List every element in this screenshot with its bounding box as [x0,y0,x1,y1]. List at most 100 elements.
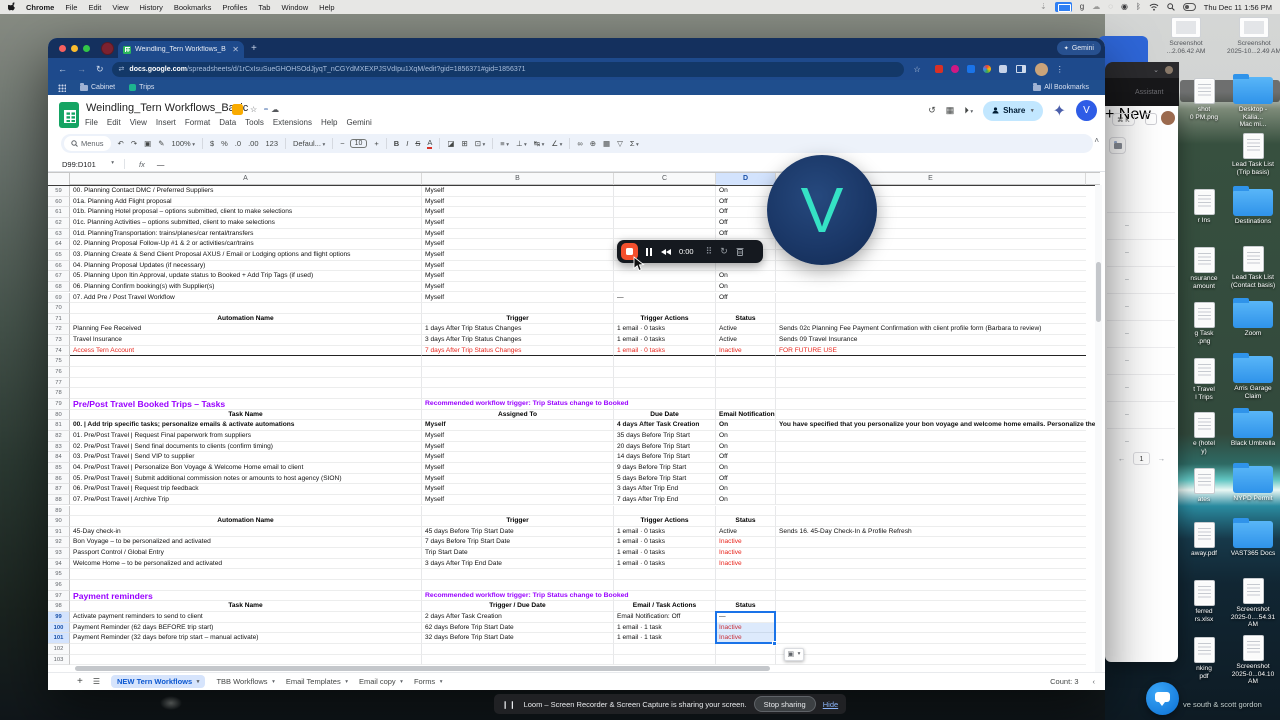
row-header-68[interactable]: 68 [48,281,70,293]
desktop-file-icon[interactable]: nking pdf [1181,637,1227,680]
cell-D97[interactable] [716,590,776,602]
sheets-menu-insert[interactable]: Insert [155,118,176,127]
cell-D87[interactable]: On [716,484,776,495]
cell-D76[interactable] [716,367,776,378]
cell-E102[interactable] [776,644,1086,655]
sheets-menu-edit[interactable]: Edit [106,118,121,127]
menubar-item-history[interactable]: History [139,2,163,12]
cell-C86[interactable]: 5 days Before Trip Start [614,473,716,485]
bookmark-cabinet[interactable]: Cabinet [80,83,115,91]
rewind-icon[interactable] [661,248,671,255]
desktop-file-icon[interactable]: shot 0 PM.png [1181,78,1227,121]
tern-list-row[interactable]: – [1107,266,1175,292]
cell-A69[interactable]: 07. Add Pre / Post Travel Workflow [70,292,422,304]
cell-B80[interactable]: Assigned To [422,409,614,421]
cell-E69[interactable] [776,293,1086,304]
cell-D78[interactable] [716,388,776,399]
cell-C99[interactable]: Email Notification: Off [614,612,716,623]
cell-E67[interactable] [776,271,1086,282]
chat-bubble-button[interactable] [1146,682,1179,715]
cell-C89[interactable] [614,505,716,517]
row-header-94[interactable]: 94 [48,558,70,570]
cell-A80[interactable]: Task Name [70,409,422,421]
cloud-icon[interactable]: ☁ [1092,2,1101,11]
borders-icon[interactable]: ⊞ [461,139,468,148]
address-bar[interactable]: ⇄ docs.google.com/spreadsheets/d/1rCxIsu… [111,61,904,77]
cell-B62[interactable]: Myself [422,217,614,229]
cell-A81[interactable]: 00. | Add trip specific tasks; personali… [70,420,422,431]
tern-list-row[interactable]: – [1107,212,1175,238]
cell-C91[interactable]: 1 email · 0 tasks [614,526,716,538]
menubar-item-tab[interactable]: Tab [258,2,271,12]
cell-E60[interactable] [776,197,1086,208]
cell-A70[interactable] [70,303,422,314]
column-header-A[interactable]: A [70,173,422,185]
sheets-menu-format[interactable]: Format [184,118,211,127]
italic-icon[interactable]: I [406,139,409,148]
font-size-decrease-icon[interactable]: − [340,139,345,148]
cell-B83[interactable]: Myself [422,441,614,453]
cell-A64[interactable]: 02. Planning Proposal Follow-Up #1 & 2 o… [70,239,422,250]
cell-B79[interactable]: Recommended workflow trigger: Trip Statu… [422,399,629,410]
row-header-96[interactable]: 96 [48,580,70,591]
currency-format-icon[interactable]: $ [209,139,215,148]
cell-D77[interactable] [716,377,776,389]
row-header-95[interactable]: 95 [48,569,70,581]
new-tab-button[interactable]: + [251,43,257,54]
row-header-73[interactable]: 73 [48,335,70,346]
scroll-tabs-icon[interactable]: ‹ [1092,677,1096,686]
cell-D89[interactable] [716,505,776,517]
screen-mirroring-icon[interactable] [1054,2,1072,12]
cell-E71[interactable] [776,314,1086,325]
desktop-file-icon[interactable]: Lead Task List (Contact basis) [1228,246,1278,289]
cell-B82[interactable]: Myself [422,430,614,442]
sheet-tab-email-templates[interactable]: Email Templates ▾ [285,677,348,686]
row-header-97[interactable]: 97 [48,590,70,602]
cell-C78[interactable] [614,388,716,399]
cell-E93[interactable] [776,548,1086,559]
tern-list-row[interactable]: – [1107,293,1175,319]
desktop-folder-icon[interactable]: Desktop - Kalia... Mac mi... [1228,74,1278,129]
cell-C72[interactable]: 1 email · 0 tasks [614,324,716,336]
cell-C62[interactable] [614,217,716,229]
decrease-decimal-icon[interactable]: .0 [234,139,242,148]
selection-count[interactable]: Count: 3 [1050,677,1079,686]
desktop-file-icon[interactable]: g Task .png [1181,302,1227,345]
insert-chart-icon[interactable]: ▦ [602,139,611,148]
download-icon[interactable]: ⇣ [1040,2,1047,11]
cell-C73[interactable]: 1 email · 0 tasks [614,335,716,346]
chevron-down-icon[interactable]: ⌄ [1153,67,1159,74]
cell-B97[interactable]: Recommended workflow trigger: Trip Statu… [422,590,629,602]
add-sheet-button[interactable]: + [77,676,83,687]
menubar-item-file[interactable]: File [65,2,78,12]
menubar-item-edit[interactable]: Edit [88,2,102,12]
drag-handle-icon[interactable]: ⠿ [705,246,713,256]
cell-D94[interactable]: Inactive [716,558,776,570]
cell-E99[interactable] [776,612,1086,623]
row-header-62[interactable]: 62 [48,217,70,229]
row-header-78[interactable]: 78 [48,388,70,399]
row-header-67[interactable]: 67 [48,271,70,282]
sheets-menu-data[interactable]: Data [219,118,237,127]
column-header-E[interactable]: E [776,173,1086,185]
desktop-file-icon[interactable]: ates [1181,468,1227,504]
cell-E68[interactable] [776,282,1086,293]
prev-page-icon[interactable]: ← [1117,454,1126,463]
cell-B64[interactable]: Myself [422,239,614,250]
vertical-scrollbar[interactable] [1095,185,1102,690]
cell-A74[interactable]: Access Tern Account [70,345,422,357]
cell-B86[interactable]: Myself [422,473,614,485]
row-header-72[interactable]: 72 [48,324,70,336]
insert-link-icon[interactable]: ∞ [577,139,583,148]
desktop-file-icon[interactable]: away.pdf [1181,522,1227,558]
new-button[interactable]: + New [1105,106,1151,123]
bold-icon[interactable]: B [393,139,400,148]
cell-C59[interactable] [614,186,716,197]
text-color-icon[interactable]: A [427,137,433,149]
row-header-101[interactable]: 101 [48,633,70,644]
desktop-file-icon[interactable]: Screenshot 2025-0....54.31 AM [1228,578,1278,629]
record-video-icon[interactable]: ⏵ ▾ [964,105,974,115]
status-icon[interactable]: ◌ [1108,2,1113,11]
cell-B92[interactable]: 7 days Before Trip Start Date [422,537,614,549]
cell-B95[interactable] [422,569,614,581]
